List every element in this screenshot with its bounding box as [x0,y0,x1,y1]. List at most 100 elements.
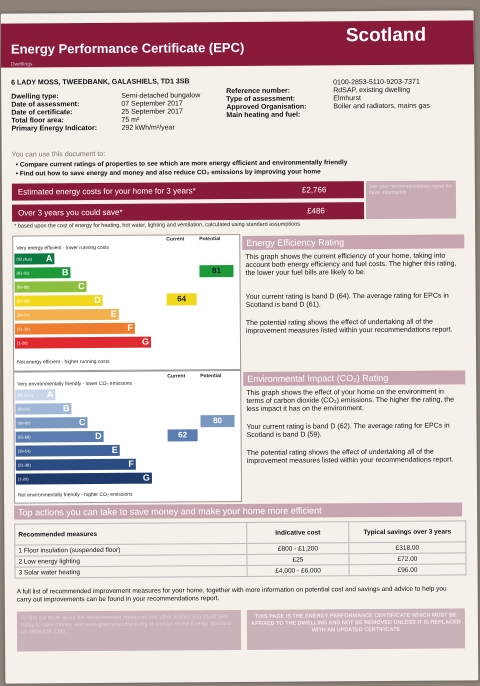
cost-side-note: See your recommendations report for more… [365,180,457,220]
eir-paragraph-1: This graph shows the effect of your home… [246,388,455,413]
band-letter: B [61,267,69,278]
column-header: Recommended measures [14,522,247,546]
saving-cell: £318.00 [348,541,466,554]
detail-value: Boiler and radiators, mains gas [333,102,430,111]
band-d: (55-68) D [14,294,103,307]
cost-cell: £4,000 - £6,000 [247,564,350,577]
band-letter: C [78,281,85,292]
detail-label: Main heating and fuel: [226,111,301,120]
table-row: 3 Solar water heating £4,000 - £6,000 £9… [15,563,467,579]
band-letter: D [94,294,101,306]
band-letter: B [62,403,70,414]
band-range: (1-20) [16,340,28,346]
band-range: (81-91) [17,406,31,412]
band-letter: F [128,458,134,469]
band-range: (39-54) [16,312,30,318]
band-range: (92 plus) [17,392,33,398]
eer-bottom-label: Not energy efficient - higher running co… [17,358,110,366]
band-range: (69-80) [17,420,31,426]
column-header: Typical savings over 3 years [348,520,466,543]
band-letter: E [110,308,117,319]
eer-potential-rating: 81 [199,265,234,278]
band-a: (92 plus) A [14,253,55,265]
details-left-values: Semi-detached bungalow 07 September 2017… [121,92,226,133]
eer-col-potential: Potential [199,236,221,243]
measure-cell: 3 Solar water heating [15,565,248,579]
band-g: (1-20) G [15,472,152,485]
estimated-cost-value: £2,766 [301,185,327,195]
eir-heading: Environmental Impact (CO₂) Rating [243,370,466,386]
eer-paragraph-2: Your current rating is band D (64). The … [245,292,449,309]
details-left-labels: Dwelling type: Date of assessment: Date … [11,93,121,134]
save-cost-label: Over 3 years you could save* [18,207,123,218]
band-f: (21-38) F [15,458,136,471]
band-range: (1-20) [17,476,29,482]
band-e: (39-54) E [14,308,119,321]
band-letter: A [46,389,54,400]
page-title: Energy Performance Certificate (EPC) [10,39,245,57]
band-range: (55-68) [16,298,30,304]
band-letter: C [78,417,86,428]
band-c: (69-80) C [15,417,88,429]
country-label: Scotland [345,24,427,47]
band-d: (55-68) D [15,430,104,443]
band-letter: G [142,472,150,483]
eir-col-current: Current [167,373,186,380]
detail-label: Primary Energy Indicator: [11,124,98,133]
advice-box: To find out more about the recommended m… [16,609,242,652]
cost-cell: £800 - £1,200 [246,542,349,555]
saving-cell: £72.00 [348,552,467,565]
band-b: (81-91) B [14,267,71,279]
use-heading: You can use this document to: [11,150,106,159]
eir-top-label: Very environmentally friendly - lower CO… [17,380,133,388]
cost-cell: £25 [246,553,350,566]
eer-heading: Energy Efficiency Rating [242,234,465,250]
actions-footer: A full list of recommended improvement m… [16,585,447,604]
eir-current-rating: 62 [167,429,198,442]
band-letter: D [95,430,102,442]
band-letter: F [127,322,133,333]
eir-potential-rating: 80 [200,415,235,428]
band-g: (1-20) G [14,336,152,349]
bullet-save: • Find out how to save energy and money … [15,168,321,178]
eer-bands: (92 plus) A (81-91) B (69-80) C (55-68) D (39-54… [14,253,165,354]
band-range: (55-68) [17,434,31,440]
details-right-labels: Reference number: Type of assessment: Ap… [226,87,331,120]
details-right-values: 0100-2853-5110-9203-7371 RdSAP, existing… [333,78,455,111]
band-range: (92 plus) [16,256,32,262]
saving-cell: £96.00 [349,563,467,576]
band-range: (21-38) [17,462,31,468]
estimated-cost-label: Estimated energy costs for your home for… [17,186,196,197]
band-range: (69-80) [16,284,30,290]
band-b: (81-91) B [15,403,72,415]
affix-notice-box: THIS PAGE IS THE ENERGY PERFORMANCE CERT… [246,608,466,650]
eir-bottom-label: Not environmentally friendly - higher CO… [18,491,133,499]
column-header: Indicative cost [246,521,349,544]
eer-current-rating: 64 [166,293,197,306]
eir-col-potential: Potential [200,373,222,380]
eer-paragraph-3: The potential rating shows the effect of… [245,318,453,335]
band-letter: G [141,336,149,347]
eir-bands: (92 plus) A (81-91) B (69-80) C (55-68) D (39-54… [15,389,166,490]
band-range: (81-91) [16,270,30,276]
band-f: (21-38) F [14,322,135,335]
property-address: 6 LADY MOSS, TWEEDBANK, GALASHIELS, TD1 … [11,78,190,87]
band-c: (69-80) C [14,281,87,293]
epc-certificate: Energy Performance Certificate (EPC) Sco… [0,10,479,684]
band-letter: E [111,444,118,455]
eer-top-label: Very energy efficient - lower running co… [16,244,110,252]
eir-paragraph-3: The potential rating shows the effect of… [246,448,454,465]
eir-paragraph-2: Your current rating is band D (62). The … [246,422,450,439]
eer-paragraph-1: This graph shows the current efficiency … [245,252,457,277]
actions-heading: Top actions you can take to save money a… [14,502,463,520]
band-range: (21-38) [16,326,30,332]
dwellings-label: Dwellings [11,61,33,68]
actions-table: Recommended measures Indicative cost Typ… [14,520,467,579]
band-e: (39-54) E [15,444,120,457]
band-range: (39-54) [17,448,31,454]
save-cost-value: £486 [307,206,325,216]
bullet-text: Compare current ratings of properties to… [19,159,348,169]
detail-value: 292 kWh/m²/year [121,124,175,132]
band-letter: A [45,253,53,264]
bullet-text: Find out how to save energy and money an… [19,168,321,178]
